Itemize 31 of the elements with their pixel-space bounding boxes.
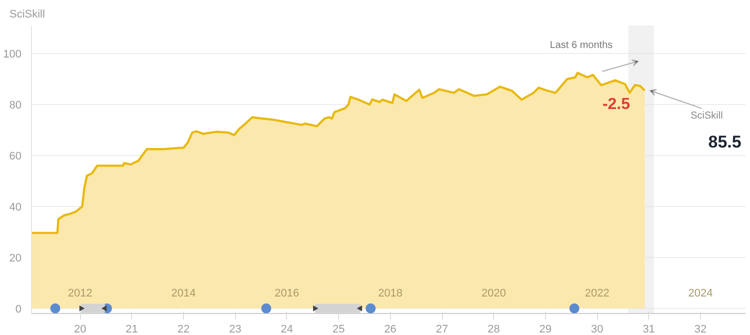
- x2-tick-label: 28: [488, 324, 500, 335]
- x-tick-label: 2024: [688, 287, 713, 300]
- x-tick-label: 2018: [378, 287, 403, 300]
- x2-tick-label: 23: [229, 324, 242, 335]
- x2-tick-label: 30: [591, 324, 604, 335]
- x2-tick-label: 31: [642, 324, 655, 335]
- y-tick-label: 100: [3, 48, 22, 61]
- x-tick-label: 2020: [481, 287, 506, 300]
- y-tick-label: 20: [9, 252, 22, 264]
- annotation: SciSkill: [690, 110, 723, 122]
- band-label: Last 6 months: [550, 40, 613, 51]
- x2-tick-label: 27: [436, 324, 448, 335]
- annotation: 85.5: [708, 132, 742, 152]
- x-tick-label: 2022: [584, 287, 610, 300]
- x2-tick-label: 22: [177, 324, 190, 335]
- x2-tick-label: 21: [126, 324, 138, 335]
- y-tick-label: 0: [15, 303, 22, 316]
- annotation: -2.5: [602, 96, 630, 114]
- y-tick-label: 40: [9, 201, 22, 214]
- y-tick-label: 60: [9, 150, 22, 162]
- x2-tick-label: 29: [539, 324, 552, 335]
- y-axis-title: SciSkill: [10, 8, 45, 20]
- x2-tick-label: 26: [384, 324, 396, 335]
- x-tick-label: 2014: [171, 287, 196, 300]
- y-tick-label: 80: [9, 100, 22, 112]
- x-tick-label: 2012: [68, 287, 92, 300]
- x-tick-label: 2016: [274, 287, 300, 300]
- x2-tick-label: 20: [74, 324, 86, 335]
- x2-tick-label: 32: [694, 324, 707, 335]
- x2-tick-label: 25: [332, 324, 345, 335]
- x2-tick-label: 24: [280, 324, 294, 335]
